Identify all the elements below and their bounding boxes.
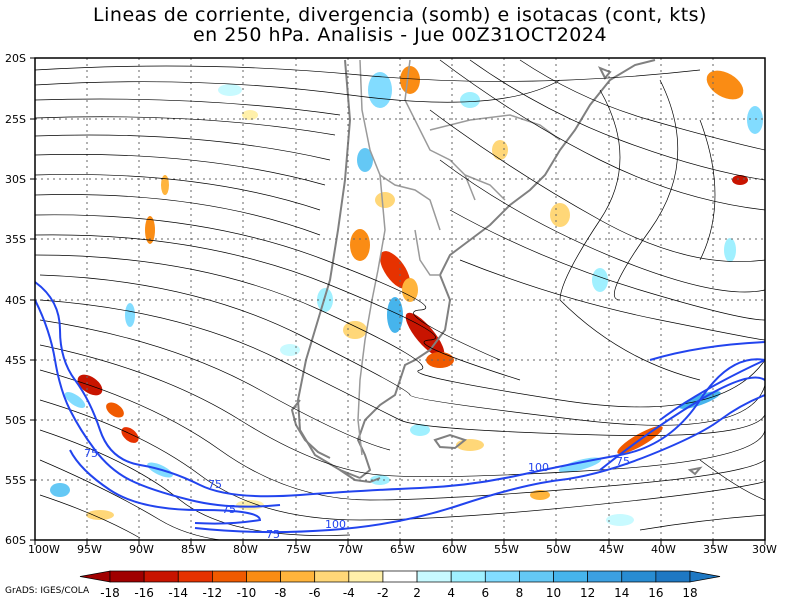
lon-label: 55W: [494, 543, 519, 556]
lat-label: 20S: [5, 52, 26, 65]
colorbar-swatch: [177, 570, 213, 583]
colorbar-swatch: [587, 570, 623, 583]
colorbar-tick-label: 18: [682, 586, 697, 600]
colorbar-swatch: [143, 570, 179, 583]
axis-ticks: [30, 57, 766, 545]
lon-label: 60W: [442, 543, 467, 556]
colorbar-swatch: [484, 570, 520, 583]
colorbar-tick-label: 4: [447, 586, 455, 600]
lat-label: 40S: [5, 294, 26, 307]
colorbar-tick-label: -12: [203, 586, 223, 600]
map-plot-area: [35, 58, 765, 540]
isotach-label: 100: [528, 461, 549, 474]
graticule: [35, 58, 765, 540]
colorbar-swatch: [382, 570, 418, 583]
lat-label: 35S: [5, 233, 26, 246]
colorbar-swatch: [348, 570, 384, 583]
colorbar-tick-label: -4: [343, 586, 355, 600]
isotachs: [35, 281, 765, 534]
lat-label: 50S: [5, 414, 26, 427]
lon-label: 50W: [546, 543, 571, 556]
colorbar-arrow-right: [689, 570, 721, 583]
chart-title-line2: en 250 hPa. Analisis - Jue 00Z31OCT2024: [192, 24, 608, 46]
isotach-labels: 75 75 75 75 100 100 75: [84, 447, 630, 541]
streamlines: [35, 59, 765, 540]
colorbar-tick-label: 6: [481, 586, 489, 600]
colorbar-tick-label: 14: [614, 586, 629, 600]
colorbar-swatch: [314, 570, 350, 583]
colorbar-tick-label: -10: [237, 586, 257, 600]
lon-label: 90W: [129, 543, 154, 556]
lat-label: 60S: [5, 534, 26, 547]
colorbar-tick-label: -14: [168, 586, 188, 600]
lon-label: 80W: [233, 543, 258, 556]
colorbar-swatch: [553, 570, 588, 583]
colorbar-swatch: [212, 570, 247, 583]
colorbar-tick-label: 10: [546, 586, 561, 600]
colorbar-arrow-left: [79, 570, 111, 583]
lat-label: 45S: [5, 354, 26, 367]
colorbar-swatch: [655, 570, 691, 583]
lon-label: 95W: [77, 543, 102, 556]
lat-label: 25S: [5, 113, 26, 126]
lon-label: 35W: [703, 543, 728, 556]
colorbar-tick-label: 12: [580, 586, 595, 600]
chart-title-line1: Lineas de corriente, divergencia (somb) …: [93, 4, 707, 26]
colorbar-tick-label: -16: [134, 586, 154, 600]
lon-label: 100W: [28, 543, 60, 556]
colorbar-tick-label: -6: [309, 586, 321, 600]
colorbar-tick-label: -8: [275, 586, 287, 600]
isotach-label: 100: [325, 518, 346, 531]
lon-label: 65W: [390, 543, 415, 556]
colorbar-swatch: [519, 570, 554, 583]
lon-label: 70W: [338, 543, 363, 556]
colorbar-tick-label: 8: [516, 586, 524, 600]
isotach-label: 75: [208, 478, 222, 491]
colorbar-swatch: [109, 570, 145, 583]
lat-label: 30S: [5, 173, 26, 186]
isotach-label: 75: [616, 455, 630, 468]
lon-label: 40W: [651, 543, 676, 556]
country-borders: [357, 59, 561, 456]
credit-text: GrADS: IGES/COLA: [5, 586, 90, 596]
colorbar-tick-label: -18: [100, 586, 120, 600]
lon-label: 75W: [286, 543, 311, 556]
colorbar-swatch: [621, 570, 657, 583]
lat-label: 55S: [5, 474, 26, 487]
colorbar-swatch: [450, 570, 486, 583]
colorbar-tick-label: 2: [413, 586, 421, 600]
isotach-label: 75: [222, 503, 236, 516]
colorbar-tick-label: -2: [377, 586, 389, 600]
colorbar: -18 -16 -14 -12 -10 -8 -6 -4 -2 2 4 6 8 10 12 14 16 18: [79, 570, 721, 600]
lon-label: 30W: [752, 543, 777, 556]
colorbar-tick-label: 16: [648, 586, 663, 600]
colorbar-swatch: [280, 570, 316, 583]
isotach-label: 75: [266, 528, 280, 541]
colorbar-swatch: [246, 570, 281, 583]
isotach-label: 75: [84, 447, 98, 460]
lon-label: 85W: [181, 543, 206, 556]
colorbar-swatch: [416, 570, 452, 583]
lon-label: 45W: [599, 543, 624, 556]
